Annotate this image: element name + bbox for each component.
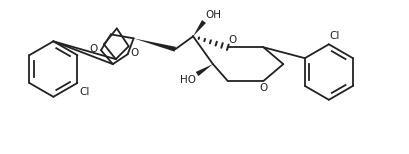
Polygon shape [196,64,213,76]
Text: Cl: Cl [330,31,340,41]
Text: O: O [229,35,237,45]
Text: O: O [90,44,98,54]
Polygon shape [134,38,176,52]
Text: O: O [259,83,267,93]
Text: Cl: Cl [79,87,90,97]
Text: HO: HO [180,75,196,85]
Text: OH: OH [205,10,221,20]
Text: O: O [130,48,139,58]
Polygon shape [193,20,206,36]
